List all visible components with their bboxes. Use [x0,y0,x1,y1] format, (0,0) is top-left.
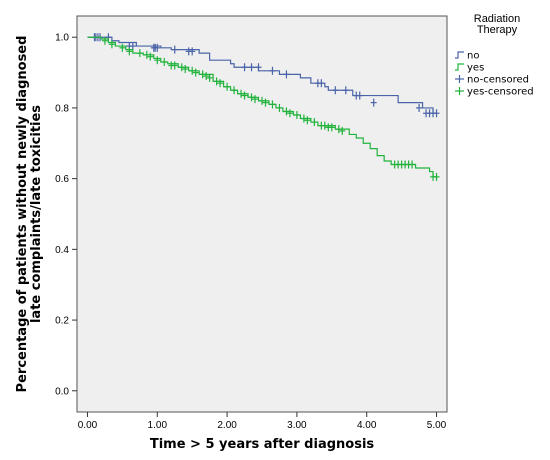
censor-mark-yes [108,40,115,49]
censor-mark-yes [276,103,283,112]
y-tick-label: 0.4 [55,245,69,256]
censor-mark-yes [409,160,416,169]
censor-mark-no [171,45,178,54]
legend-entry-no: no [455,51,479,62]
censor-mark-no [342,86,349,95]
y-tick-label: 0.6 [55,174,69,185]
censor-mark-no [433,109,440,118]
censor-mark-no [370,98,377,107]
censor-mark-yes [238,89,245,98]
censor-mark-yes [126,47,133,56]
axes: 0.00 1.00 2.00 3.00 4.00 5.00 0.0 0.2 0.4 0.6 0.8 1… [55,33,447,431]
y-tick-label: 0.2 [55,316,69,327]
legend-title: Therapy [477,24,518,36]
censor-mark-yes [119,43,126,52]
legend-title: Radiation [474,13,520,25]
legend-entry-no-censored: no-censored [455,75,529,86]
censor-mark-yes [248,93,255,102]
x-tick-label: 2.00 [217,420,237,431]
censor-mark-yes [213,77,220,86]
censor-mark-yes [328,123,335,132]
censor-mark-yes [178,63,185,72]
censor-mark-yes [262,98,269,107]
censor-mark-yes [224,82,231,91]
censor-mark-yes [252,95,259,104]
legend-swatch-yes [455,63,464,71]
censor-mark-yes [321,121,328,130]
x-tick-label: 0.00 [78,420,98,431]
censor-mark-yes [136,49,143,58]
censor-mark-yes [101,36,108,45]
series-layer [87,33,440,181]
x-tick-label: 5.00 [427,420,447,431]
plot-area [76,15,448,413]
censor-mark-yes [189,66,196,75]
censor-mark-yes [293,111,300,119]
censor-mark-yes [199,70,206,79]
censor-mark-no [154,43,161,52]
censor-mark-yes [286,109,293,118]
y-tick-label: 0.8 [55,103,69,114]
legend-label-no-censored: no-censored [467,75,529,86]
censor-mark-yes [335,125,342,134]
censor-mark-yes [171,61,178,70]
x-axis-title: Time > 5 years after diagnosis [150,437,375,452]
censor-mark-yes [311,118,318,127]
censor-mark-no [189,47,196,56]
censor-mark-yes [217,79,224,88]
censor-mark-yes [206,73,213,82]
y-axis-title-line: Percentage of patients without newly dia… [15,36,30,393]
legend-entry-yes-censored: yes-censored [455,87,534,98]
censor-mark-no [332,86,339,95]
legend-entry-yes: yes [455,63,484,74]
x-tick-label: 1.00 [148,420,168,431]
censor-mark-yes [433,172,440,181]
censor-mark-no [318,79,325,88]
censor-mark-yes [192,68,199,77]
legend-label-yes: yes [467,63,484,74]
censor-mark-yes [147,52,154,61]
censor-mark-yes [339,126,346,135]
censor-mark-no [129,42,136,51]
legend-label-yes-censored: yes-censored [467,87,534,98]
censor-mark-yes [154,56,161,65]
censor-mark-no [416,103,423,112]
series-yes [87,36,440,181]
censor-mark-yes [304,116,311,125]
censor-mark-no [283,70,290,79]
censor-mark-yes [300,114,307,123]
censor-mark-yes [259,96,265,105]
censor-mark-no [255,63,262,72]
x-tick-label: 3.00 [287,420,307,431]
axis-titles: Time > 5 years after diagnosis Percentage… [15,36,374,452]
censor-mark-no [356,91,363,100]
censor-mark-yes [161,57,168,66]
legend-swatch-no [455,51,464,59]
censor-mark-yes [143,50,150,59]
censor-mark-yes [182,65,189,74]
censor-mark-no [269,66,276,75]
x-tick-label: 4.00 [357,420,377,431]
censor-mark-yes [231,86,238,95]
censor-mark-yes [203,72,210,81]
y-tick-label: 1.0 [55,33,69,44]
y-axis-title-line: late complaints/late toxicities [29,105,44,323]
legend-label-no: no [467,51,479,62]
y-axis-title: Percentage of patients without newly dia… [15,36,44,393]
y-tick-label: 0.0 [55,386,69,397]
censor-mark-yes [241,91,248,100]
censor-mark-yes [269,100,276,109]
censor-mark-no [241,63,248,72]
censor-mark-yes [283,107,290,116]
censor-mark-no [248,63,255,72]
